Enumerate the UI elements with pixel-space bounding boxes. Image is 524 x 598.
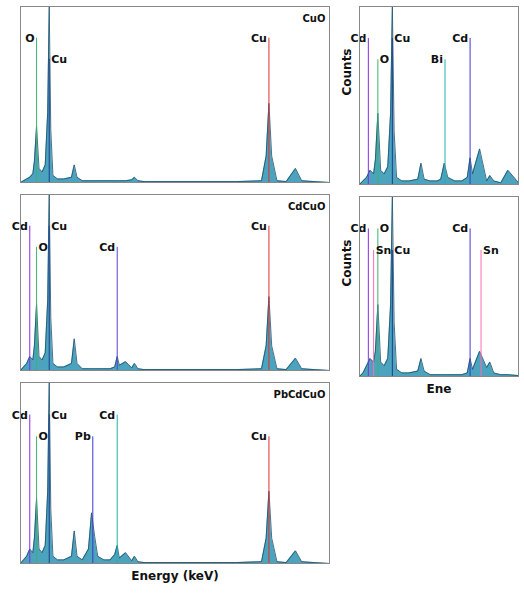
svg-text:Cd: Cd [99,409,115,422]
svg-text:Cu: Cu [251,220,267,233]
svg-text:O: O [25,32,34,45]
svg-text:O: O [39,430,48,443]
svg-text:Counts: Counts [340,48,354,95]
svg-text:Cd: Cd [452,222,468,235]
svg-text:Cu: Cu [394,244,410,257]
svg-text:O: O [380,53,389,66]
svg-text:Sn: Sn [376,244,392,257]
svg-text:Cd: Cd [12,409,28,422]
svg-text:Energy (keV): Energy (keV) [131,569,218,583]
svg-text:Cu: Cu [251,430,267,443]
svg-text:Cd: Cd [12,220,28,233]
svg-text:Cu: Cu [394,32,410,45]
svg-text:CuO: CuO [303,13,326,24]
svg-text:Cu: Cu [51,53,67,66]
svg-text:Cd: Cd [350,222,366,235]
svg-text:Bi: Bi [431,53,443,66]
svg-text:CdCuO: CdCuO [288,201,325,212]
svg-text:Cu: Cu [51,220,67,233]
svg-text:O: O [380,222,389,235]
svg-text:Cd: Cd [350,32,366,45]
svg-text:Cu: Cu [51,409,67,422]
svg-text:PbCdCuO: PbCdCuO [274,389,326,400]
svg-text:Pb: Pb [75,430,91,443]
svg-text:Cd: Cd [452,32,468,45]
svg-text:Cu: Cu [251,32,267,45]
svg-text:Counts: Counts [340,239,354,286]
svg-text:Ene: Ene [427,382,452,396]
svg-text:Sn: Sn [483,244,499,257]
svg-text:O: O [39,241,48,254]
svg-text:Cd: Cd [99,241,115,254]
